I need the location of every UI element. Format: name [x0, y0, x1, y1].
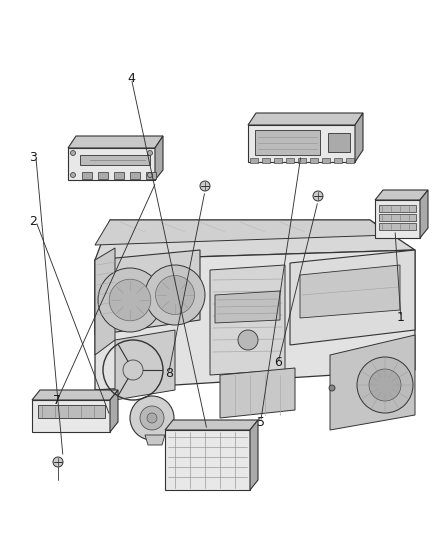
Polygon shape	[68, 148, 155, 180]
Circle shape	[357, 357, 413, 413]
Polygon shape	[262, 158, 270, 163]
Text: 4: 4	[127, 72, 135, 85]
Polygon shape	[114, 172, 124, 179]
Polygon shape	[115, 330, 175, 400]
Circle shape	[313, 191, 323, 201]
Polygon shape	[379, 205, 416, 212]
Circle shape	[155, 276, 194, 314]
Circle shape	[71, 173, 75, 177]
Circle shape	[200, 181, 210, 191]
Polygon shape	[298, 158, 306, 163]
Polygon shape	[334, 158, 342, 163]
Polygon shape	[110, 390, 118, 432]
Text: 7: 7	[53, 394, 61, 407]
Polygon shape	[379, 223, 416, 230]
Polygon shape	[346, 158, 354, 163]
Circle shape	[71, 150, 75, 156]
Circle shape	[53, 457, 63, 467]
Polygon shape	[68, 136, 163, 148]
Polygon shape	[95, 220, 390, 245]
Polygon shape	[95, 220, 415, 260]
Polygon shape	[330, 335, 415, 430]
Polygon shape	[290, 250, 415, 345]
Polygon shape	[98, 172, 108, 179]
Polygon shape	[379, 214, 416, 221]
Polygon shape	[165, 420, 258, 430]
Polygon shape	[248, 125, 355, 162]
Polygon shape	[286, 158, 294, 163]
Circle shape	[130, 396, 174, 440]
Circle shape	[369, 369, 401, 401]
Polygon shape	[82, 172, 92, 179]
Polygon shape	[248, 113, 363, 125]
Polygon shape	[32, 390, 118, 400]
Circle shape	[145, 265, 205, 325]
Polygon shape	[80, 155, 150, 165]
Polygon shape	[250, 420, 258, 490]
Polygon shape	[38, 405, 105, 418]
Polygon shape	[310, 158, 318, 163]
Circle shape	[140, 406, 164, 430]
Polygon shape	[145, 435, 165, 445]
Polygon shape	[210, 265, 285, 375]
Text: 6: 6	[274, 356, 282, 369]
Text: 1: 1	[397, 311, 405, 324]
Polygon shape	[95, 250, 415, 390]
Text: 3: 3	[29, 151, 37, 164]
Polygon shape	[215, 291, 280, 323]
Polygon shape	[328, 133, 350, 152]
Polygon shape	[32, 400, 110, 432]
Polygon shape	[95, 248, 115, 355]
Polygon shape	[375, 200, 420, 238]
Text: 2: 2	[29, 215, 37, 228]
Polygon shape	[155, 136, 163, 180]
Polygon shape	[220, 368, 295, 418]
Circle shape	[148, 173, 152, 177]
Polygon shape	[300, 265, 400, 318]
Text: 5: 5	[257, 416, 265, 429]
Polygon shape	[255, 130, 320, 155]
Text: 8: 8	[165, 367, 173, 379]
Polygon shape	[165, 430, 250, 490]
Polygon shape	[95, 250, 200, 335]
Polygon shape	[375, 190, 428, 200]
Polygon shape	[274, 158, 282, 163]
Polygon shape	[355, 113, 363, 162]
Circle shape	[329, 385, 335, 391]
Circle shape	[109, 279, 151, 321]
Polygon shape	[146, 172, 156, 179]
Polygon shape	[250, 158, 258, 163]
Circle shape	[98, 268, 162, 332]
Circle shape	[148, 150, 152, 156]
Circle shape	[238, 330, 258, 350]
Circle shape	[147, 413, 157, 423]
Polygon shape	[420, 190, 428, 238]
Polygon shape	[322, 158, 330, 163]
Polygon shape	[130, 172, 140, 179]
